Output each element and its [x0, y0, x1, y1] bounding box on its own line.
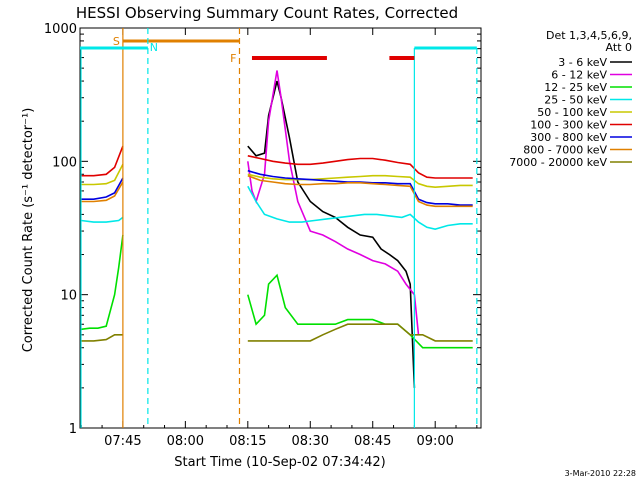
series-line-7	[81, 169, 473, 206]
legend-header-line-1: Det 1,3,4,5,6,9,	[546, 29, 632, 42]
legend-label: 100 - 300 keV	[530, 119, 607, 132]
y-tick-label: 100	[52, 155, 77, 170]
axes: 07:45 08:00 08:15 08:30 08:45 09:00 1 10 100 1000	[44, 22, 481, 449]
annotations: S F N	[80, 28, 478, 428]
series-line-3	[81, 234, 473, 349]
footer-date: 3-Mar-2010 22:28	[565, 469, 636, 478]
night-label: N	[150, 41, 158, 54]
legend-label: 7000 - 20000 keV	[509, 156, 607, 169]
x-tick-label: 08:30	[292, 434, 329, 449]
series-line-5	[81, 163, 473, 189]
x-tick-label: 07:45	[104, 434, 141, 449]
plot-area	[79, 27, 482, 429]
series-line-4	[81, 185, 473, 231]
series-line-6	[81, 145, 473, 179]
saa-label: S	[113, 35, 120, 48]
legend-label: 800 - 7000 keV	[523, 144, 607, 157]
y-tick-label: 1	[69, 422, 77, 437]
chart-title: HESSI Observing Summary Count Rates, Cor…	[76, 4, 458, 22]
legend-label: 50 - 100 keV	[537, 106, 607, 119]
y-tick-label: 1000	[44, 22, 77, 37]
legend-label: 3 - 6 keV	[558, 56, 607, 69]
x-tick-label: 08:00	[167, 434, 204, 449]
x-tick-label: 09:00	[416, 434, 453, 449]
legend-label: 6 - 12 keV	[551, 69, 607, 82]
x-axis-label: Start Time (10-Sep-02 07:34:42)	[174, 455, 385, 470]
legend-header-line-2: Att 0	[606, 41, 632, 54]
saa-end-label: F	[230, 52, 236, 65]
y-axis-label: Corrected Count Rate (s⁻¹ detector⁻¹)	[21, 108, 36, 353]
series-lines	[81, 70, 473, 388]
y-tick-label: 10	[60, 289, 77, 304]
series-line-9	[81, 323, 473, 342]
legend-label: 300 - 800 keV	[530, 131, 607, 144]
series-line-1	[247, 80, 416, 388]
legend-label: 25 - 50 keV	[544, 94, 607, 107]
series-line-8	[81, 174, 473, 208]
legend-label: 12 - 25 keV	[544, 81, 607, 94]
series-line-2	[247, 70, 420, 335]
x-tick-label: 08:15	[229, 434, 266, 449]
x-tick-label: 08:45	[354, 434, 391, 449]
